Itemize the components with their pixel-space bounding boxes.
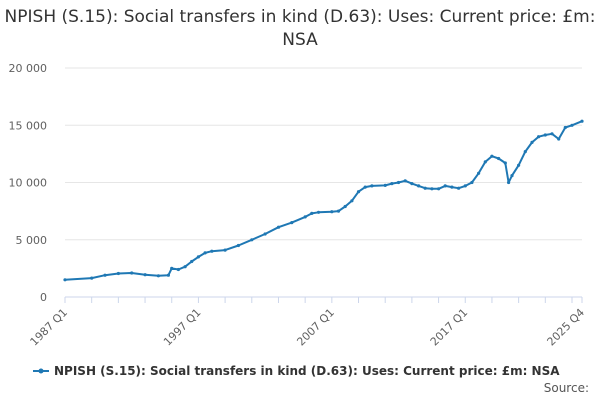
series-line — [64, 120, 583, 281]
data-point — [503, 161, 507, 165]
data-point — [183, 265, 187, 269]
data-point — [190, 259, 194, 264]
data-point — [490, 154, 494, 158]
data-point — [570, 123, 574, 127]
data-point — [343, 204, 347, 209]
data-point — [170, 266, 174, 270]
data-point — [537, 135, 541, 139]
x-tick-label: 2017 Q1 — [428, 306, 471, 349]
data-point — [90, 276, 94, 280]
y-tick-label: 0 — [40, 291, 47, 304]
y-tick-label: 5 000 — [16, 234, 48, 247]
data-point — [430, 187, 434, 191]
data-point — [363, 185, 367, 189]
y-tick-label: 15 000 — [9, 119, 48, 132]
data-point — [166, 273, 170, 277]
legend-marker-symbol — [38, 368, 44, 374]
data-point — [470, 180, 474, 185]
data-point — [457, 186, 461, 190]
data-point — [316, 210, 321, 214]
data-point — [423, 186, 427, 190]
data-point — [417, 184, 421, 188]
data-point — [263, 232, 267, 236]
data-point — [203, 251, 207, 255]
data-point — [410, 182, 414, 186]
data-point — [196, 255, 200, 259]
data-point — [210, 249, 214, 253]
series-group — [63, 119, 584, 282]
data-point — [580, 119, 584, 123]
legend-label: NPISH (S.15): Social transfers in kind (… — [54, 364, 560, 378]
data-point — [236, 243, 240, 248]
legend[interactable]: NPISH (S.15): Social transfers in kind (… — [33, 364, 560, 378]
y-tick-label: 20 000 — [9, 62, 48, 75]
data-point — [103, 273, 107, 277]
data-point — [443, 184, 447, 188]
data-point — [523, 150, 527, 154]
data-point — [450, 185, 454, 189]
data-point — [497, 156, 501, 161]
data-point — [543, 133, 547, 137]
data-point — [276, 225, 281, 229]
data-point — [143, 273, 147, 277]
data-point — [510, 174, 514, 178]
data-point — [223, 248, 227, 252]
data-point — [477, 171, 481, 175]
data-point — [517, 163, 521, 167]
data-point — [530, 140, 534, 144]
chart-title: NPISH (S.15): Social transfers in kind (… — [4, 7, 596, 50]
data-point — [390, 182, 394, 186]
gridlines — [65, 67, 582, 241]
data-point — [116, 271, 120, 276]
data-point — [330, 210, 334, 214]
x-tick-label: 2025 Q4 — [545, 306, 588, 349]
data-point — [156, 274, 160, 278]
data-point — [370, 184, 374, 188]
data-point — [250, 238, 254, 242]
data-point — [303, 215, 307, 219]
data-point — [336, 209, 341, 213]
data-point — [557, 137, 561, 141]
y-axis: 0 5 000 10 000 15 000 20 000 — [9, 62, 48, 304]
y-tick-label: 10 000 — [9, 177, 48, 190]
source-label: Source: — [543, 381, 589, 395]
data-point — [563, 125, 567, 130]
data-point — [550, 132, 554, 136]
data-point — [463, 184, 467, 188]
x-tick-label: 1987 Q1 — [28, 306, 71, 349]
data-point — [63, 278, 67, 282]
data-point — [176, 267, 180, 272]
data-point — [350, 199, 354, 203]
data-point — [356, 190, 361, 194]
x-axis: 1987 Q1 1997 Q1 2007 Q1 2017 Q1 2025 Q4 — [28, 296, 588, 349]
data-point — [383, 183, 387, 187]
data-point — [130, 271, 134, 275]
data-point — [403, 179, 407, 183]
x-tick-label: 2007 Q1 — [294, 306, 337, 349]
data-point — [507, 180, 511, 185]
data-point — [437, 187, 441, 191]
data-point — [310, 211, 314, 215]
data-point — [396, 180, 401, 185]
data-point — [483, 160, 487, 164]
data-point — [290, 221, 294, 225]
x-tick-label: 1997 Q1 — [161, 306, 204, 349]
